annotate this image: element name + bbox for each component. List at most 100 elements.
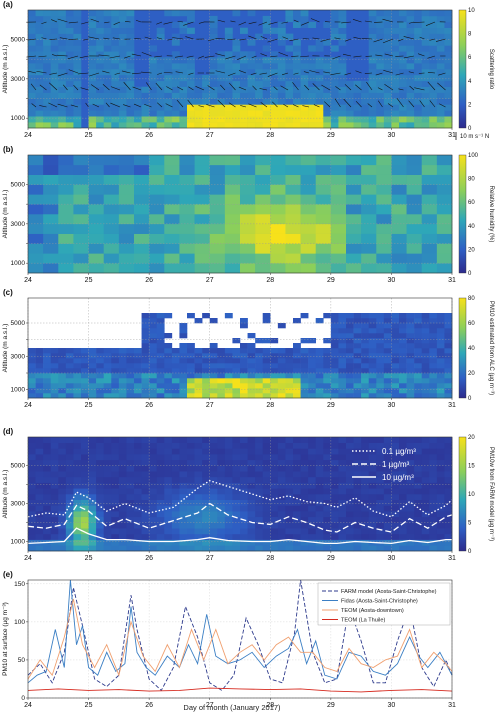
heatmap-cell [81, 388, 89, 394]
heatmap-cell [111, 98, 120, 105]
heatmap-cell [368, 10, 377, 17]
heatmap-cell [232, 69, 241, 76]
heatmap-cell [118, 378, 127, 384]
wind-arrow [88, 72, 100, 77]
heatmap-cell [179, 476, 188, 483]
heatmap-cell [247, 358, 256, 364]
heatmap-cell [58, 80, 67, 87]
heatmap-cell [134, 373, 142, 379]
heatmap-cell [58, 243, 74, 254]
x-tick-label: 26 [145, 702, 153, 709]
heatmap-cell [224, 499, 233, 506]
heatmap-cell [361, 388, 370, 394]
heatmap-cell [323, 488, 332, 495]
heatmap-cell [224, 378, 233, 384]
heatmap-cell [436, 448, 445, 455]
heatmap-cell [414, 373, 423, 379]
heatmap-cell [368, 499, 377, 506]
heatmap-cell [338, 104, 347, 111]
heatmap-cell [391, 184, 407, 195]
heatmap-cell [444, 74, 453, 82]
heatmap-cell [353, 363, 362, 369]
heatmap-cell [50, 488, 59, 495]
heatmap-cell [300, 223, 317, 234]
heatmap-cell [262, 110, 271, 117]
heatmap-cell [330, 373, 339, 379]
heatmap-cell [346, 465, 354, 472]
heatmap-cell [285, 57, 294, 64]
heatmap-cell [103, 533, 112, 540]
heatmap-cell [81, 363, 89, 369]
heatmap-cell [391, 174, 407, 185]
heatmap-cell [240, 522, 248, 529]
heatmap-cell [171, 499, 180, 506]
heatmap-cell [383, 92, 392, 99]
colorbar-tick-label: 6 [468, 55, 472, 61]
heatmap-cell [414, 51, 423, 58]
heatmap-cell [361, 454, 370, 461]
heatmap-cell [323, 471, 332, 478]
heatmap-cell [262, 388, 271, 394]
heatmap-cell [194, 116, 203, 123]
heatmap-cell [149, 471, 158, 478]
heatmap-cell [444, 45, 453, 52]
heatmap-cell [436, 253, 453, 264]
heatmap-cell [361, 323, 370, 329]
wind-arrow [174, 55, 184, 58]
wind-arrow [259, 72, 268, 75]
heatmap-cell [368, 80, 377, 87]
heatmap-cell [149, 69, 158, 76]
heatmap-cell [383, 465, 392, 472]
heatmap-cell [330, 214, 347, 225]
heatmap-cell [391, 343, 400, 349]
heatmap-cell [346, 116, 354, 123]
wind-arrow [258, 21, 268, 26]
heatmap-cell [240, 104, 248, 111]
heatmap-cell [96, 459, 105, 466]
heatmap-cell [285, 353, 294, 359]
colorbar-label: Scattering ratio [488, 49, 494, 90]
heatmap-cell [255, 184, 271, 195]
heatmap-cell [50, 471, 59, 478]
heatmap-cell [240, 539, 248, 546]
heatmap-cell [73, 110, 82, 117]
heatmap-cell [383, 505, 392, 512]
heatmap-cell [171, 494, 180, 500]
heatmap-cell [240, 505, 248, 512]
heatmap-cell [436, 313, 445, 319]
heatmap-cell [270, 363, 279, 369]
heatmap-cell [300, 545, 309, 552]
heatmap-cell [247, 343, 256, 349]
y-axis-label: Altitude (m a.s.l.) [2, 324, 9, 373]
heatmap-cell [346, 253, 362, 264]
heatmap-cell [65, 533, 74, 540]
heatmap-cell [81, 476, 89, 483]
wind-arrow [344, 38, 352, 42]
heatmap-cell [156, 505, 165, 512]
heatmap-cell [134, 194, 150, 205]
wind-arrow [146, 82, 152, 91]
heatmap-cell [126, 110, 135, 117]
heatmap-cell [96, 494, 105, 500]
heatmap-cell [376, 358, 385, 364]
wind-arrow [312, 83, 320, 91]
heatmap-cell [73, 214, 89, 225]
heatmap-cell [285, 528, 294, 535]
heatmap-cell [240, 465, 248, 472]
heatmap-cell [103, 393, 112, 399]
heatmap-cell [330, 343, 339, 349]
heatmap-cell [277, 494, 286, 500]
heatmap-cell [399, 348, 407, 354]
wind-arrow [68, 69, 79, 74]
heatmap-cell [164, 98, 173, 105]
heatmap-cell [376, 15, 385, 23]
heatmap-cell [103, 164, 120, 175]
heatmap-cell [368, 533, 377, 540]
heatmap-cell [58, 348, 67, 354]
heatmap-cell [346, 448, 354, 455]
heatmap-cell [353, 516, 362, 523]
heatmap-cell [224, 116, 233, 123]
heatmap-cell [240, 454, 248, 461]
x-tick-label: 30 [388, 702, 396, 709]
